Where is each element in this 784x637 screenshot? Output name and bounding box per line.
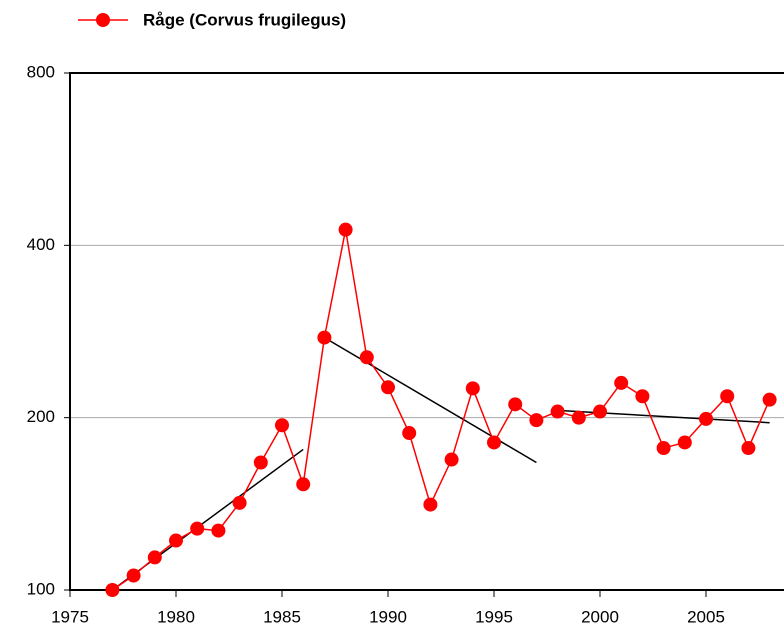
y-tick-label: 400 (27, 235, 55, 254)
data-point (169, 533, 183, 548)
y-tick-label: 200 (27, 407, 55, 426)
data-point (232, 495, 247, 510)
plot-frame (69, 72, 784, 591)
data-point (465, 381, 480, 396)
data-point (296, 477, 311, 492)
data-point (126, 568, 141, 583)
data-point (762, 392, 777, 407)
data-point (444, 452, 459, 467)
y-tick-label: 100 (27, 579, 55, 598)
x-tick-label: 1985 (263, 607, 301, 626)
data-point (635, 389, 650, 404)
data-point (359, 350, 374, 365)
data-point (699, 411, 713, 426)
data-point (677, 435, 692, 450)
data-point (317, 330, 332, 345)
data-point (741, 441, 756, 456)
data-point (571, 410, 586, 425)
data-point (508, 397, 523, 412)
trend-line (557, 409, 770, 424)
x-tick-label: 1995 (475, 607, 513, 626)
x-tick-label: 1990 (369, 607, 407, 626)
data-point (190, 521, 205, 536)
data-point (275, 418, 289, 433)
data-point (720, 389, 735, 404)
data-point (147, 550, 162, 565)
data-line (111, 229, 771, 591)
data-point (529, 413, 544, 428)
data-point (423, 497, 438, 512)
x-tick-label: 2005 (687, 607, 725, 626)
data-point (402, 426, 417, 441)
legend-marker (96, 13, 110, 27)
trend-line (324, 336, 537, 464)
data-point (211, 523, 226, 538)
data-point (614, 375, 629, 390)
data-point (487, 435, 501, 450)
data-point (338, 222, 353, 237)
data-point (550, 404, 565, 419)
y-tick-label: 800 (27, 62, 55, 81)
legend-label: Råge (Corvus frugilegus) (143, 10, 346, 29)
data-point (105, 583, 120, 597)
data-point (381, 380, 395, 395)
data-point (656, 441, 671, 456)
x-tick-label: 1975 (51, 607, 89, 626)
data-point (593, 404, 607, 419)
x-tick-label: 2000 (581, 607, 619, 626)
x-tick-label: 1980 (157, 607, 195, 626)
data-point (253, 455, 268, 470)
